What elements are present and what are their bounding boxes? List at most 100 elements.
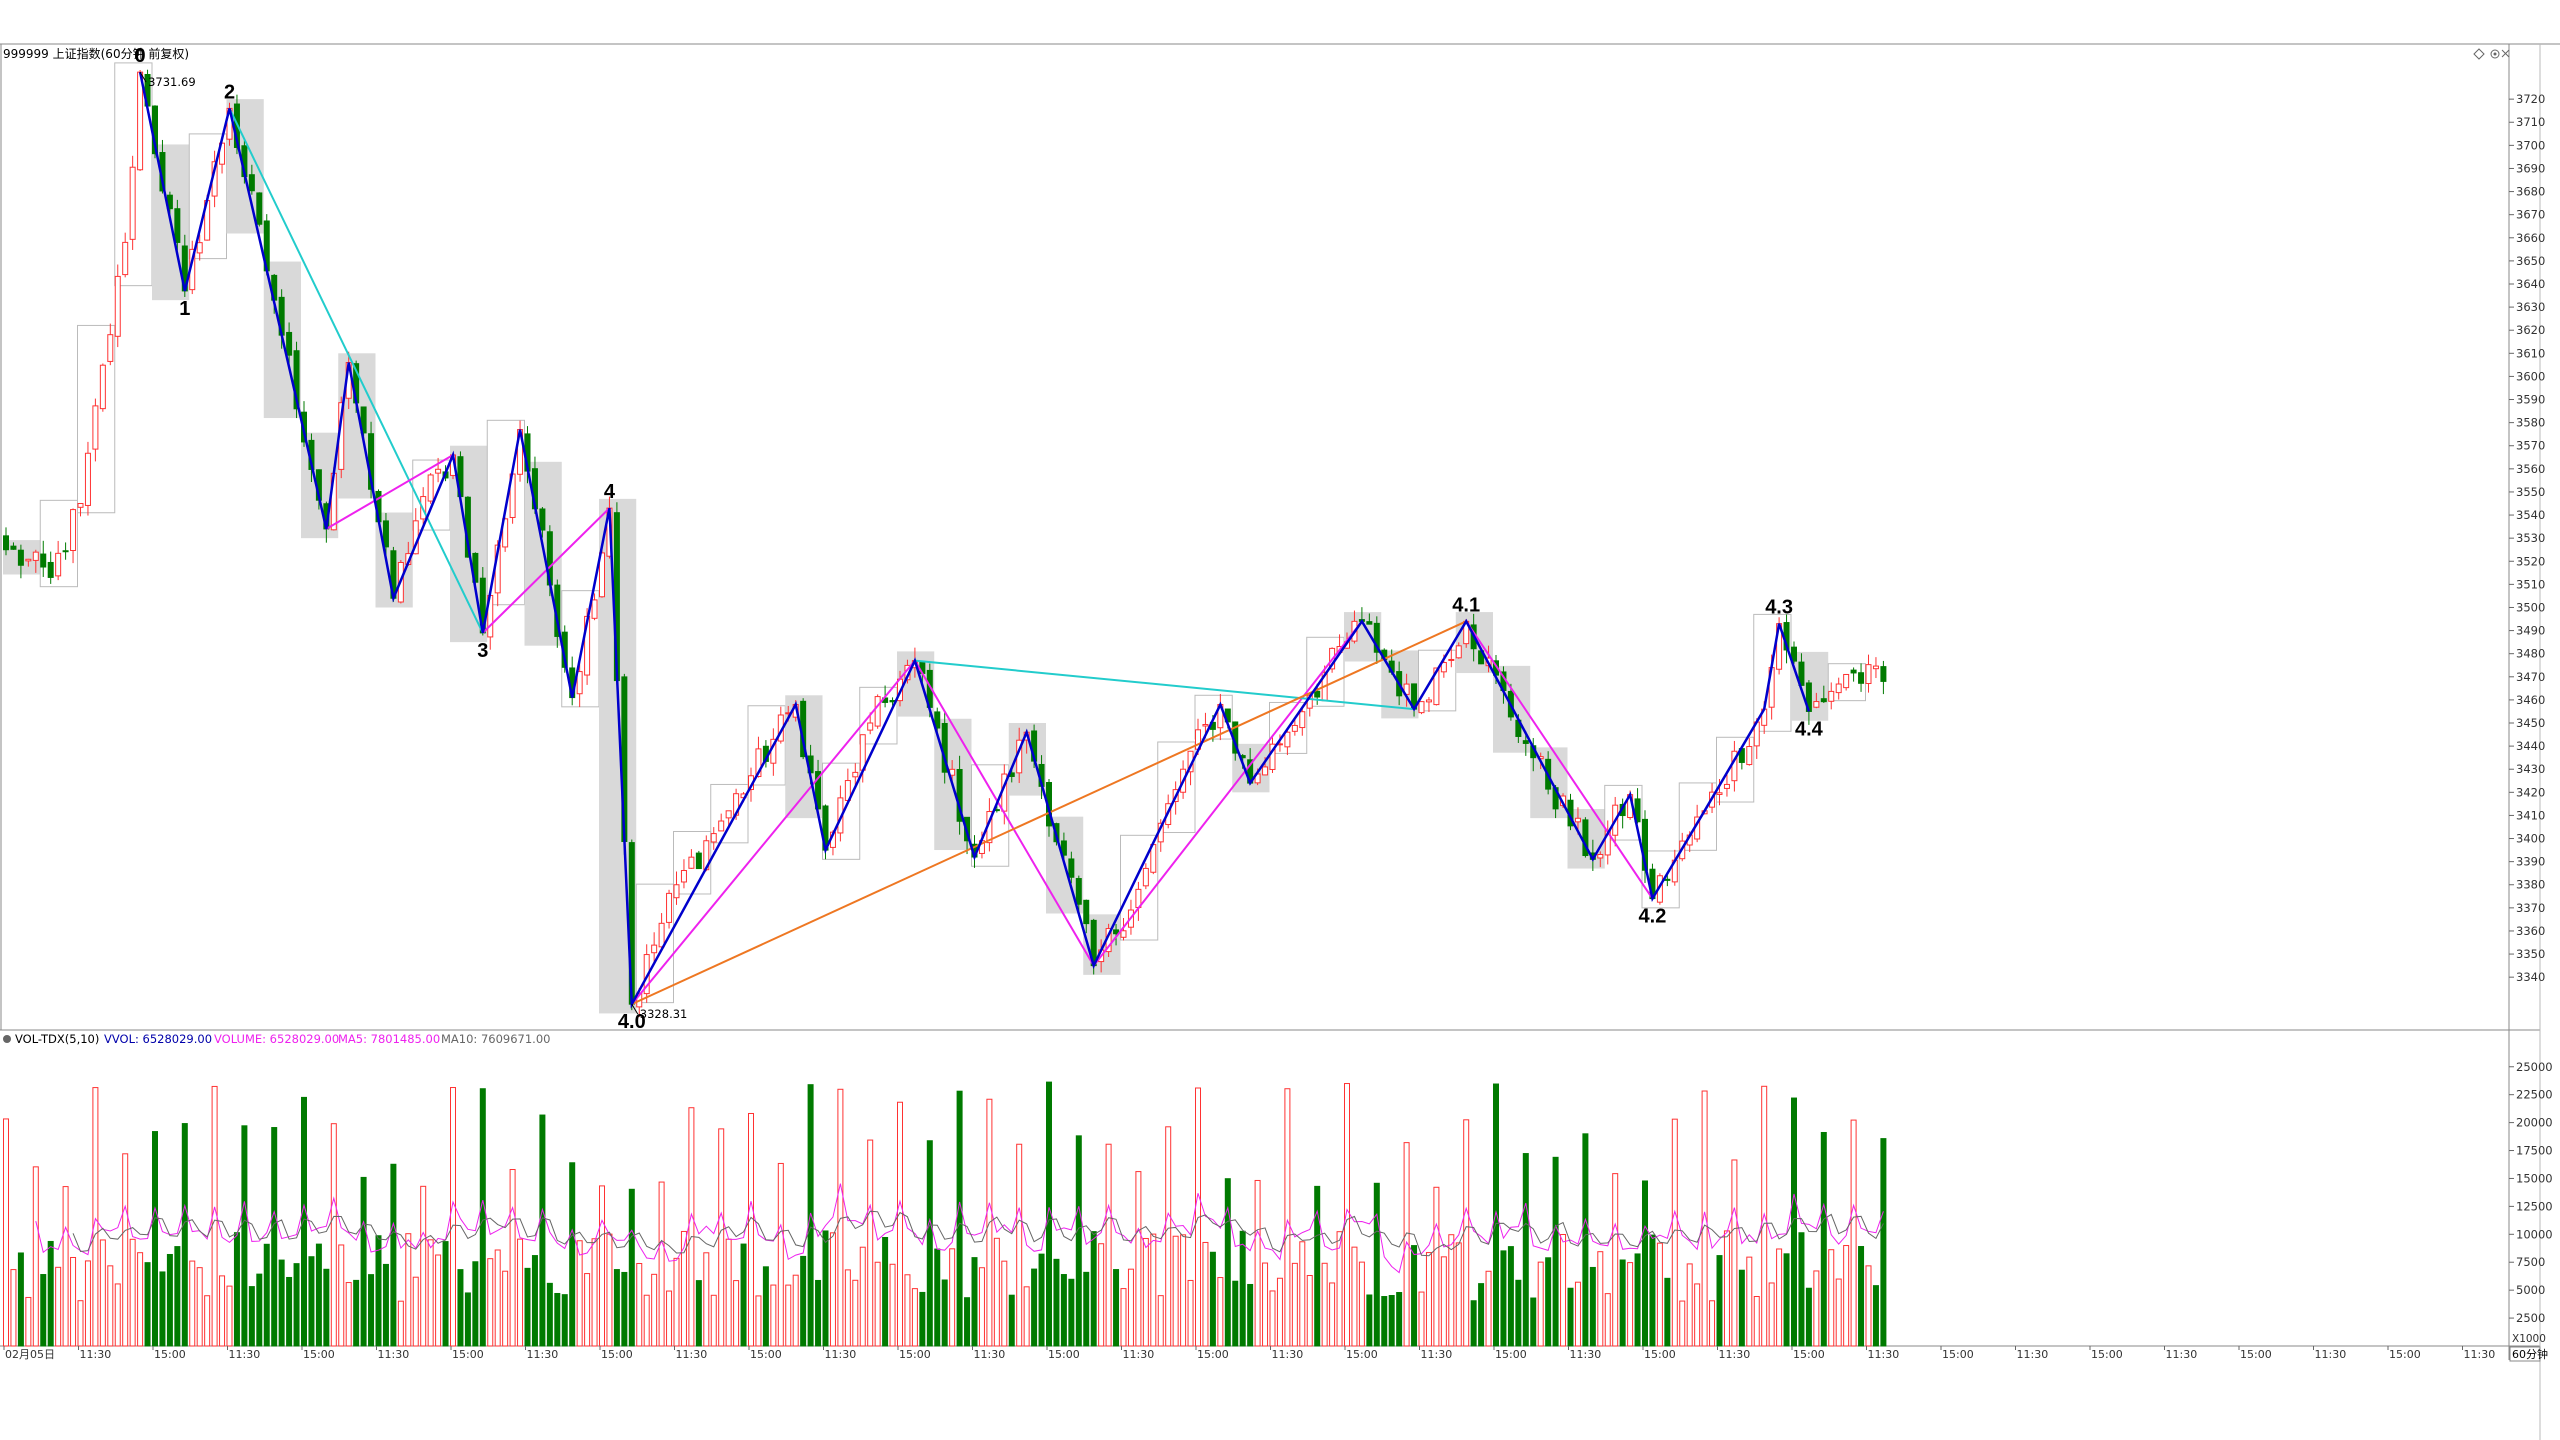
volume-bar [1761,1085,1768,1347]
volume-bar [1440,1256,1447,1347]
cyan-trend-line [228,107,484,634]
candle [695,850,702,870]
price-tick-label: 3500 [2516,600,2545,614]
indicator-toggle-icon[interactable] [3,1035,11,1043]
volume-bar [412,1276,419,1347]
period-label[interactable]: 60分钟 [2512,1347,2548,1361]
candle [174,199,181,251]
volume-bar [531,1255,538,1347]
pivot-box [77,324,116,514]
wave-label-4-1: 4.1 [1452,594,1480,616]
price-tick-label: 3400 [2516,832,2545,846]
candle [1865,654,1872,693]
volume-tick-label: 20000 [2516,1116,2553,1130]
candle-body [1142,867,1149,887]
volume-bar [561,1294,568,1347]
time-tick-label: 11:30 [1868,1348,1900,1361]
candle-body [1068,858,1075,878]
diamond-icon[interactable] [2473,48,2485,60]
candle [1731,740,1738,792]
period-box[interactable] [2509,1346,2541,1362]
candle [539,506,546,538]
price-tick-label: 3670 [2516,208,2545,222]
pivot-box [710,783,749,844]
volume-bar [382,1263,389,1347]
volume-bar [897,1101,903,1347]
candle [25,558,32,567]
volume-bar [1321,1262,1328,1347]
candle [718,813,725,832]
candle-body [591,599,598,619]
volume-bar [1083,1271,1090,1347]
volume-tick-label: 25000 [2516,1060,2553,1074]
volume-tick-label: 7500 [2516,1255,2545,1269]
volume-bar [17,1252,24,1347]
time-tick-label: 15:00 [154,1348,186,1361]
volume-bar [502,1270,509,1347]
volume-tick-label: 22500 [2516,1088,2553,1102]
volume-bar [822,1230,829,1347]
volume-bar [1090,1231,1097,1347]
candle [32,549,39,573]
time-tick-label: 15:00 [452,1348,484,1361]
extreme-labels: 3731.69 3328.31 [139,71,687,1021]
price-tick-label: 3650 [2516,254,2545,268]
volume-bar [1120,1288,1127,1347]
volume-bar [1038,1253,1045,1347]
candle [3,527,9,556]
settings-icon[interactable] [2490,49,2500,59]
volume-bar [450,1087,456,1347]
volume-bar [680,1230,687,1347]
volume-bar [286,1276,293,1347]
candle [1142,863,1149,890]
price-tick-label: 3690 [2516,161,2545,175]
volume-bar [159,1271,166,1347]
pivot-box [1306,636,1345,707]
candle-body [360,406,367,434]
candle-body [1872,665,1879,670]
volume-bar [1187,1279,1194,1347]
candle-body [1522,740,1529,744]
candle [1642,810,1648,883]
price-tick-label: 3420 [2516,785,2545,799]
candle [680,859,687,889]
volume-bar [144,1262,151,1347]
candle-body [1723,783,1730,789]
time-tick-label: 11:30 [676,1348,708,1361]
volume-bar [189,1260,196,1347]
volume-bar [1366,1294,1373,1347]
volume-bar [1068,1278,1075,1347]
candle [92,398,99,462]
wave-label-2: 2 [224,81,235,103]
volume-bar [62,1186,69,1347]
volume-bar [777,1162,784,1347]
price-tick-label: 3460 [2516,693,2545,707]
candle-body [1835,683,1842,694]
volume-bar [47,1240,54,1347]
candle-body [129,166,136,240]
volume-bar [1574,1281,1581,1347]
close-icon[interactable] [2501,49,2510,58]
ma5-value: MA5: 7801485.00 [338,1032,440,1046]
candle [1366,613,1373,625]
time-tick-label: 11:30 [1570,1348,1602,1361]
volume-bar [606,1233,613,1347]
magenta-trend-line [1465,620,1654,900]
volume-bar [1880,1138,1887,1347]
time-tick-label: 11:30 [527,1348,559,1361]
candle [688,849,695,869]
volume-bar [546,1282,553,1347]
candle-body [539,508,546,531]
price-tick-label: 3700 [2516,138,2545,152]
volume-bar [435,1254,442,1347]
volume-bar [1150,1233,1157,1347]
volume-bar [636,1263,643,1347]
vvol-value: VVOL: 6528029.00 [104,1032,212,1046]
volume-bar [353,1279,360,1347]
volume-bar [1627,1262,1634,1347]
volume-bar [770,1284,777,1347]
price-tick-label: 3530 [2516,531,2545,545]
volume-bar [1291,1262,1298,1347]
candle [1113,923,1120,946]
volume-bar [32,1166,39,1347]
